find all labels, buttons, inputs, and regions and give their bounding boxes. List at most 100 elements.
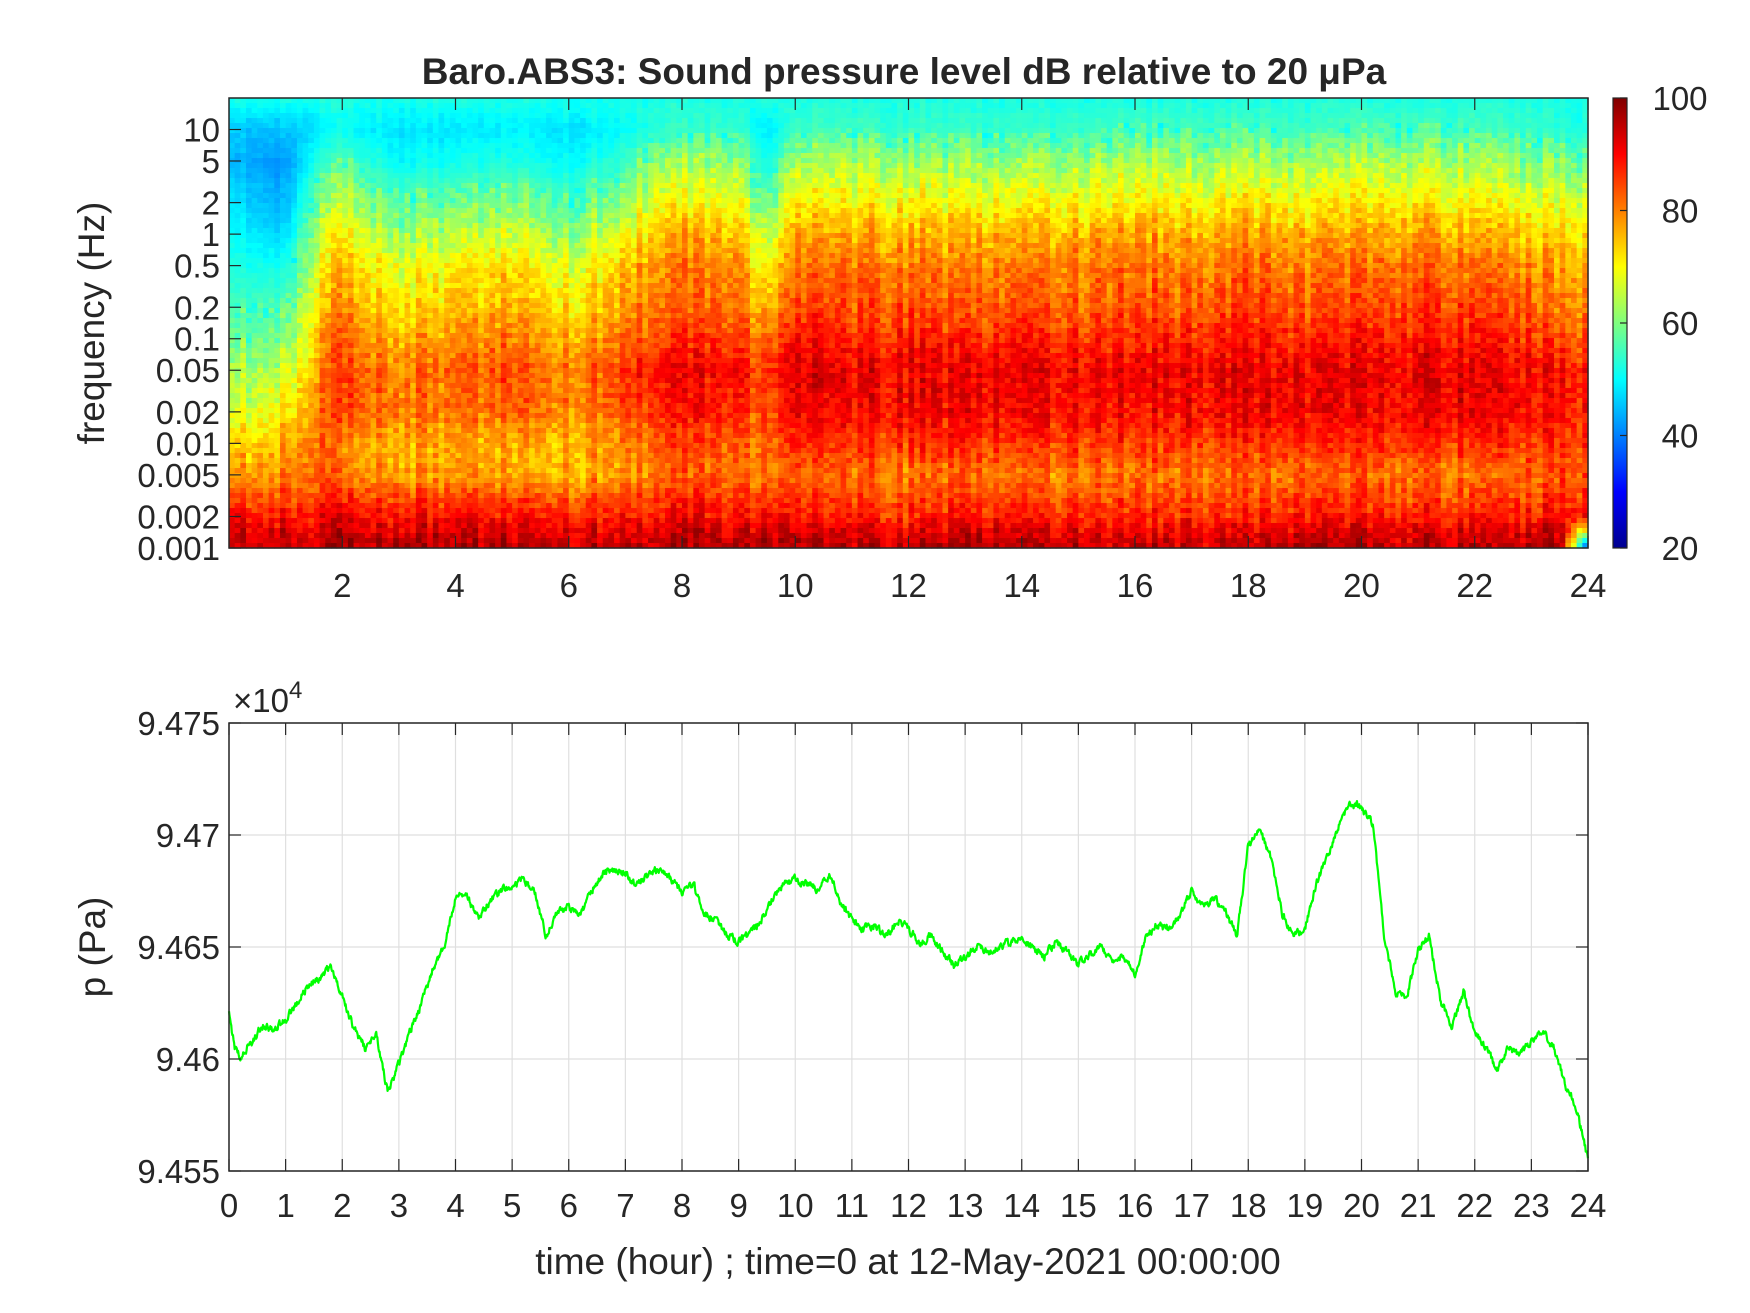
heatmap-cell (529, 143, 536, 149)
heatmap-cell (330, 303, 338, 309)
heatmap-cell (359, 303, 366, 309)
heatmap-cell (268, 218, 275, 224)
heatmap-cell (489, 248, 496, 254)
heatmap-cell (415, 343, 423, 349)
heatmap-cell (432, 438, 440, 444)
heatmap-cell (483, 448, 491, 454)
heatmap-cell (342, 388, 349, 394)
heatmap-cell (415, 288, 423, 294)
heatmap-cell (325, 508, 332, 514)
heatmap-cell (427, 523, 434, 529)
heatmap-cell (404, 378, 411, 384)
heatmap-cell (523, 458, 530, 464)
heatmap-cell (251, 148, 258, 154)
heatmap-cell (364, 543, 372, 549)
heatmap-cell (432, 443, 440, 449)
heatmap-cell (234, 498, 241, 504)
heatmap-cell (353, 538, 360, 544)
heatmap-cell (449, 338, 457, 344)
heatmap-cell (404, 353, 411, 359)
heatmap-cell (376, 228, 383, 234)
heatmap-cell (302, 248, 309, 254)
heatmap-cell (364, 368, 372, 374)
heatmap-cell (398, 273, 406, 279)
heatmap-cell (523, 218, 530, 224)
heatmap-cell (234, 213, 241, 219)
heatmap-cell (376, 483, 383, 489)
heatmap-cell (529, 403, 536, 409)
heatmap-cell (274, 368, 281, 374)
heatmap-cell (438, 493, 445, 499)
heatmap-cell (251, 278, 258, 284)
heatmap-cell (364, 478, 372, 484)
heatmap-cell (500, 458, 508, 464)
heatmap-cell (381, 403, 389, 409)
heatmap-cell (387, 358, 394, 364)
heatmap-cell (359, 228, 366, 234)
heatmap-cell (268, 168, 275, 174)
heatmap-cell (500, 383, 508, 389)
heatmap-cell (291, 528, 298, 534)
heatmap-cell (319, 303, 326, 309)
heatmap-cell (313, 458, 321, 464)
heatmap-cell (529, 438, 536, 444)
heatmap-cell (387, 438, 394, 444)
heatmap-cell (534, 368, 542, 374)
heatmap-cell (342, 493, 349, 499)
heatmap-cell (444, 233, 451, 239)
heatmap-cell (432, 473, 440, 479)
heatmap-cell (393, 353, 400, 359)
heatmap-cell (438, 98, 445, 104)
heatmap-cell (461, 173, 468, 179)
heatmap-cell (313, 163, 321, 169)
heatmap-cell (308, 473, 315, 479)
heatmap-cell (461, 213, 468, 219)
heatmap-cell (291, 268, 298, 274)
heatmap-cell (291, 133, 298, 139)
heatmap-cell (285, 483, 292, 489)
heatmap-cell (466, 383, 474, 389)
heatmap-cell (308, 458, 315, 464)
heatmap-cell (483, 338, 491, 344)
heatmap-cell (455, 248, 462, 254)
heatmap-cell (472, 213, 479, 219)
heatmap-cell (449, 268, 457, 274)
heatmap-cell (291, 328, 298, 334)
heatmap-cell (313, 253, 321, 259)
heatmap-cell (296, 508, 304, 514)
heatmap-cell (359, 178, 366, 184)
heatmap-cell (336, 363, 343, 369)
heatmap-cell (229, 373, 236, 379)
heatmap-cell (438, 523, 445, 529)
heatmap-cell (308, 438, 315, 444)
heatmap-cell (285, 178, 292, 184)
heatmap-cell (410, 533, 417, 539)
heatmap-cell (251, 293, 258, 299)
heatmap-cell (347, 333, 355, 339)
heatmap-cell (347, 503, 355, 509)
heatmap-cell (342, 278, 349, 284)
heatmap-cell (489, 493, 496, 499)
heatmap-cell (517, 103, 525, 109)
heatmap-cell (398, 513, 406, 519)
heatmap-cell (234, 413, 241, 419)
heatmap-cell (415, 393, 423, 399)
heatmap-cell (432, 428, 440, 434)
heatmap-cell (302, 478, 309, 484)
heatmap-cell (461, 478, 468, 484)
heatmap-cell (461, 538, 468, 544)
heatmap-cell (540, 123, 547, 129)
heatmap-cell (347, 543, 355, 549)
heatmap-cell (229, 433, 236, 439)
heatmap-cell (229, 473, 236, 479)
heatmap-cell (302, 258, 309, 264)
heatmap-cell (342, 373, 349, 379)
heatmap-cell (529, 98, 536, 104)
heatmap-cell (296, 398, 304, 404)
heatmap-cell (285, 343, 292, 349)
heatmap-cell (262, 178, 270, 184)
heatmap-cell (461, 218, 468, 224)
heatmap-cell (410, 348, 417, 354)
heatmap-cell (438, 123, 445, 129)
heatmap-cell (268, 103, 275, 109)
